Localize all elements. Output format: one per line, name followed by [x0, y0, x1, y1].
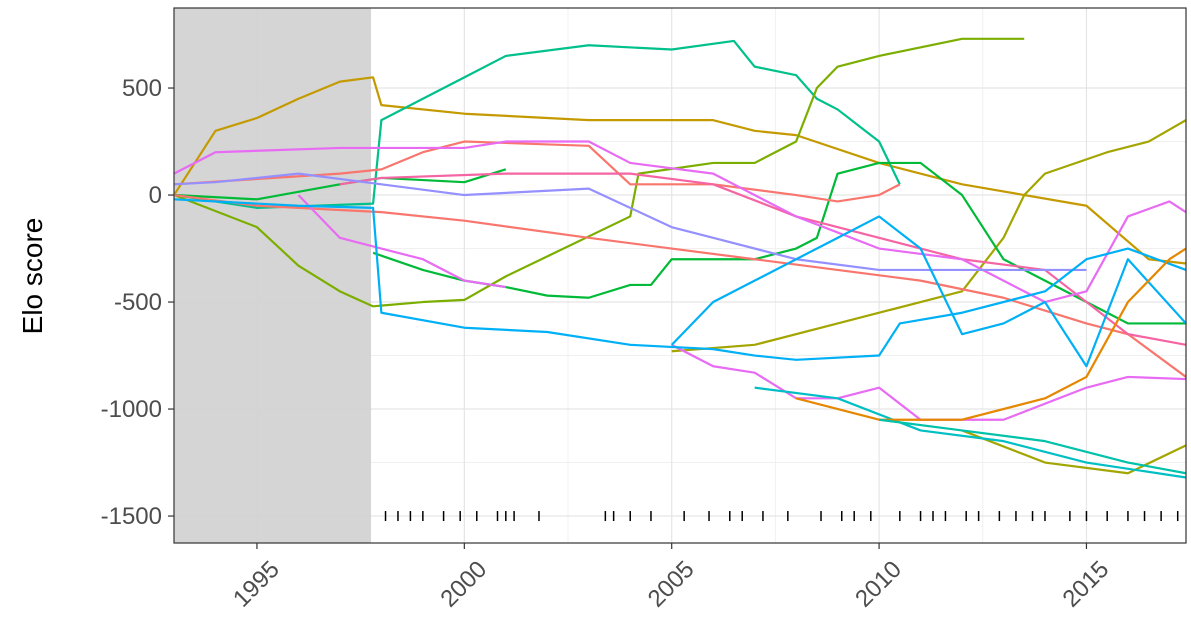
x-tick-label: 1995: [228, 556, 285, 613]
y-tick-label: 0: [149, 182, 162, 209]
y-axis-label: Elo score: [17, 218, 48, 335]
series-line: [173, 140, 901, 203]
series-line: [670, 215, 1187, 368]
series-line: [173, 39, 901, 209]
y-tick-label: -1000: [101, 396, 162, 423]
plot-border: [173, 7, 1187, 544]
x-tick-label: 2000: [435, 556, 492, 613]
series-line: [173, 37, 1025, 308]
series-line: [795, 247, 1187, 421]
series-line: [173, 198, 1187, 361]
shaded-region: [174, 8, 372, 543]
series-line: [671, 119, 1187, 353]
y-tick-label: -1500: [101, 503, 162, 530]
series-line: [961, 429, 1187, 475]
x-tick-label: 2005: [643, 556, 700, 613]
series-line: [173, 172, 1087, 272]
x-tick-label: 2010: [850, 556, 907, 613]
series-line: [671, 343, 1187, 421]
series-line: [297, 194, 506, 289]
series-line: [173, 193, 1187, 378]
y-tick-label: -500: [114, 289, 162, 316]
series-line: [173, 76, 1187, 265]
series-line: [878, 418, 1187, 475]
x-tick-label: 2015: [1058, 556, 1115, 613]
series-line: [754, 386, 1187, 479]
series-line: [372, 161, 1186, 325]
y-tick-label: 500: [122, 75, 162, 102]
